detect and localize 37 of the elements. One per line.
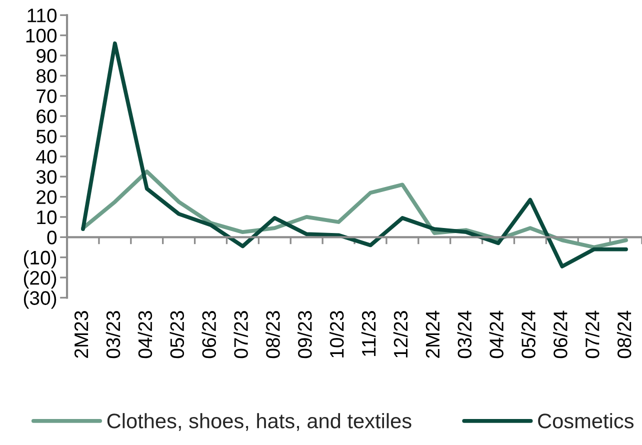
y-tick-label: (10) [24,250,56,268]
x-tick-label: 06/24 [553,310,568,358]
x-tick-label: 05/23 [170,311,184,358]
line-series [81,170,628,250]
x-tick-label: 03/24 [457,310,472,358]
x-tick-label: 03/23 [106,311,120,358]
y-tick-label: 50 [36,130,57,144]
x-tick-label: 05/24 [521,310,536,358]
y-tick-label: (30) [24,290,56,309]
x-tick-label: 09/23 [298,311,312,358]
x-tick-label: 04/24 [489,310,504,358]
x-tick-label: 11/23 [361,311,376,356]
y-tick-label: 100 [26,28,57,43]
y-tick-label: 70 [36,89,57,104]
y-tick-label: 60 [36,110,57,124]
y-tick-label: 20 [36,190,57,204]
x-tick-label: 07/24 [585,310,600,358]
y-tick-label: 110 [28,8,57,22]
line-series [81,41,628,268]
y-tick-label: 80 [36,69,57,83]
x-tick-label: 04/23 [138,311,152,358]
x-tick-label: 07/23 [234,311,248,358]
x-tick-label: 08/23 [266,311,280,358]
y-tick-label: 90 [36,48,57,63]
y-tick-label: 30 [36,170,57,184]
y-tick-label: 0 [47,230,57,244]
legend-label: Cosmetics [538,413,634,428]
legend-label: Clothes, shoes, hats, and textiles [107,413,412,431]
x-tick-label: 2M24 [426,310,440,358]
y-tick-label: (20) [24,270,56,289]
x-tick-label: 2M23 [74,311,88,358]
x-tick-label: 12/23 [393,311,408,358]
x-tick-label: 10/23 [329,311,344,358]
x-tick-label: 06/23 [202,311,216,358]
y-tick-label: 40 [36,150,57,164]
x-tick-label: 08/24 [616,310,632,358]
y-tick-label: 10 [37,210,57,224]
